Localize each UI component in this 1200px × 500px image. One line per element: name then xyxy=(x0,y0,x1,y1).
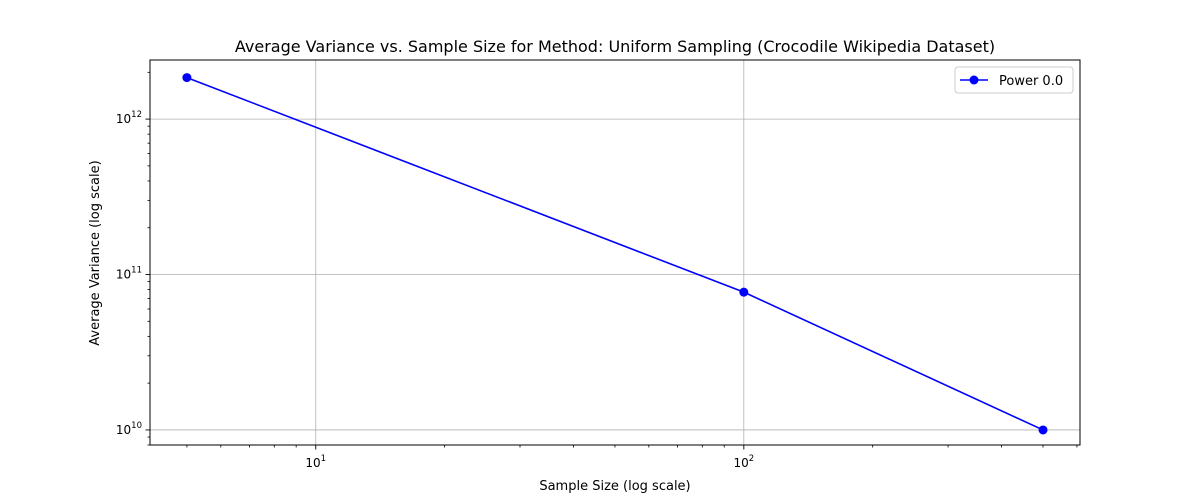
x-tick-label: 101 xyxy=(305,454,326,470)
legend-series-marker xyxy=(969,75,979,85)
series-line xyxy=(186,76,1044,431)
chart-title: Average Variance vs. Sample Size for Met… xyxy=(235,37,995,56)
x-tick-label: 102 xyxy=(733,454,754,470)
legend-box xyxy=(954,66,1074,94)
legend-series-label: Power 0.0 xyxy=(999,74,1063,89)
grid-lines xyxy=(150,60,1080,445)
x-axis-label: Sample Size (log scale) xyxy=(539,479,690,494)
y-tick-label: 1012 xyxy=(116,110,142,126)
y-tick-label: 1011 xyxy=(116,266,142,282)
y-tick-label: 1010 xyxy=(116,421,142,437)
y-axis-label: Average Variance (log scale) xyxy=(88,160,103,345)
data-point xyxy=(739,287,749,297)
major-ticks: 101 102 1010 1011 1012 xyxy=(116,110,754,470)
minor-ticks xyxy=(147,71,1078,448)
plot-area-frame xyxy=(149,59,1081,446)
series-layer xyxy=(182,73,1048,435)
data-point xyxy=(1038,425,1048,435)
legend: Power 0.0 xyxy=(954,66,1074,94)
data-point xyxy=(182,73,192,83)
